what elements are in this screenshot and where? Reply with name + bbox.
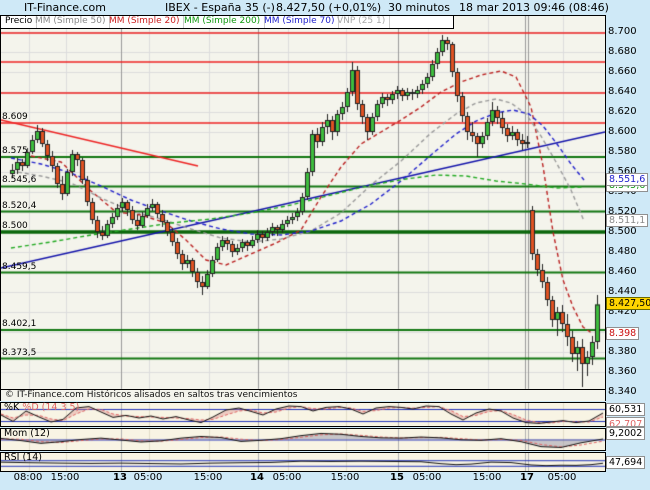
title-datetime: 18 mar 2013 09:46 (08:46)	[459, 1, 609, 14]
price-tick: 8.440	[608, 286, 637, 297]
level-label: 8.459,5	[2, 261, 37, 272]
price-tick: 8.500	[608, 226, 637, 237]
rsi-value-box: 47,694	[606, 456, 646, 469]
price-tick: 8.380	[608, 346, 637, 357]
instrument-title: IBEX - España 35 (-)	[165, 1, 275, 14]
price-tick: 8.640	[608, 86, 637, 97]
stochastic-value-box: 60,531	[606, 403, 646, 416]
level-label: 8.609	[2, 112, 28, 122]
momentum-label[interactable]: Mom (12)	[4, 428, 50, 439]
price-tick: 8.600	[608, 126, 637, 137]
title-bar: IT-Finance.com IBEX - España 35 (-) 8.42…	[0, 0, 650, 15]
time-tick: 05:00	[272, 472, 302, 483]
time-tick: 15	[390, 472, 404, 483]
stochastic-label[interactable]: %K %D (14 3 5)	[4, 402, 79, 413]
rsi-label[interactable]: RSI (14)	[4, 452, 42, 463]
mm70-value-box: 8.551,6	[606, 173, 649, 186]
price-tick: 8.560	[608, 166, 637, 177]
legend-item-precio[interactable]: Precio	[5, 16, 38, 28]
price-tick: 8.520	[608, 206, 637, 217]
time-tick: 05:00	[547, 472, 577, 483]
legend-item-vnp-25-1-[interactable]: VNP (25 1)	[337, 16, 391, 28]
time-tick: 08:00	[13, 472, 43, 483]
momentum-value-box: 9,2002	[606, 427, 646, 440]
stochastic-d-value-box: 62,707	[606, 417, 646, 427]
legend-item-mm-simple-50-[interactable]: MM (Simple 50)	[35, 16, 111, 28]
price-tick: 8.580	[608, 146, 637, 157]
legend-item-mm-simple-20-[interactable]: MM (Simple 20)	[109, 16, 185, 28]
stochastic-canvas[interactable]	[1, 403, 605, 426]
rsi-canvas[interactable]	[1, 453, 605, 471]
time-tick: 05:00	[412, 472, 442, 483]
time-tick: 15:00	[193, 472, 223, 483]
level-label: 8.545,6	[2, 175, 37, 186]
mm20-value-box: 8.398	[606, 327, 640, 340]
legend-item-mm-simple-200-[interactable]: MM (Simple 200)	[184, 16, 266, 28]
price-tick: 8.660	[608, 66, 637, 77]
level-label: 8.520,4	[2, 200, 37, 211]
price-chart-canvas[interactable]	[1, 16, 605, 400]
price-tick: 8.620	[608, 106, 637, 117]
chart-legend: Precio MM (Simple 50) MM (Simple 20) MM (Si…	[1, 16, 454, 29]
last-price-box: 8.427,50	[606, 297, 650, 310]
copyright-note: © IT-Finance.com Históricos alisados en …	[1, 389, 605, 401]
time-tick: 15:00	[472, 472, 502, 483]
time-tick: 14	[250, 472, 264, 483]
price-tick: 8.460	[608, 266, 637, 277]
time-tick: 15:00	[330, 472, 360, 483]
mm50-value-box: 8.511,1	[606, 214, 649, 227]
price-tick: 8.340	[608, 386, 637, 397]
price-tick: 8.480	[608, 246, 637, 257]
level-label: 8.575	[2, 146, 28, 156]
legend-item-mm-simple-70-[interactable]: MM (Simple 70)	[264, 16, 340, 28]
time-tick: 15:00	[50, 472, 80, 483]
price-tick: 8.680	[608, 46, 637, 57]
title-last-price: 8.427,50 (+0,01%)	[276, 1, 382, 14]
level-label: 8.402,1	[2, 318, 37, 329]
title-timeframe: 30 minutos	[388, 1, 450, 14]
brand-text: IT-Finance.com	[24, 1, 106, 14]
time-tick: 13	[113, 472, 127, 483]
level-label: 8.373,5	[2, 347, 37, 358]
momentum-canvas[interactable]	[1, 429, 605, 450]
stochastic-k-label: %K	[4, 402, 20, 413]
time-tick: 17	[520, 472, 534, 483]
time-tick: 05:00	[133, 472, 163, 483]
level-label: 8.500	[2, 221, 28, 231]
price-tick: 8.420	[608, 306, 637, 317]
price-tick: 8.700	[608, 26, 637, 37]
stochastic-d-label: %D (14 3 5)	[22, 402, 80, 413]
price-tick: 8.360	[608, 366, 637, 377]
